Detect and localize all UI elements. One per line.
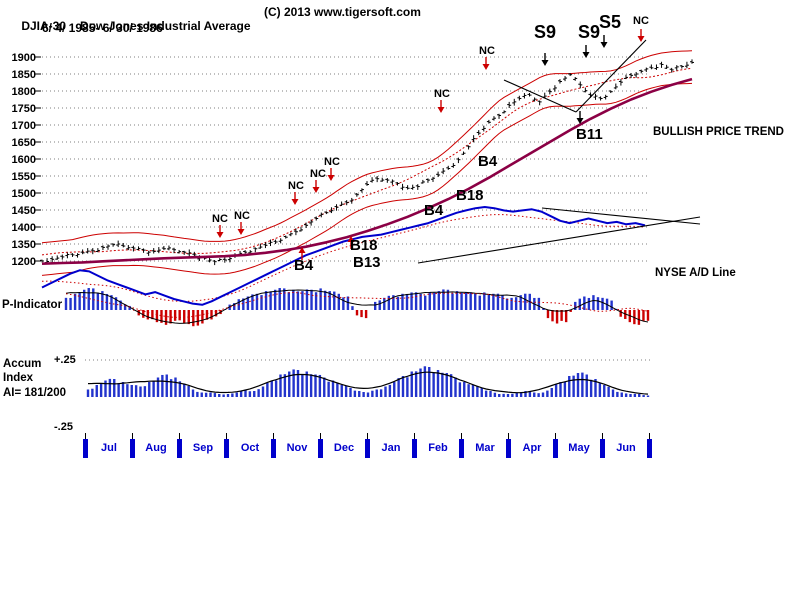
nc-signal-label: NC xyxy=(479,45,495,57)
y-axis-tick: 1900 xyxy=(12,52,36,64)
y-axis-tick: 1600 xyxy=(12,154,36,166)
page-title: Dow Jones Industrial Average xyxy=(80,19,251,33)
date-range: 6/ 4/ 1985- 6/ 30/ 1986 xyxy=(42,21,163,35)
buy-signal-label: B4 xyxy=(294,257,314,274)
buy-signal-label: B18 xyxy=(456,187,484,204)
buy-signal-label: B13 xyxy=(353,254,381,271)
y-axis-tick: 1650 xyxy=(12,137,36,149)
month-label: Jan xyxy=(365,439,412,458)
sell-signal-label: S9 xyxy=(534,22,556,42)
month-label: Oct xyxy=(224,439,271,458)
trend-annotation: BULLISH PRICE TREND xyxy=(653,126,784,138)
y-axis-tick: 1800 xyxy=(12,86,36,98)
y-axis-tick: 1450 xyxy=(12,205,36,217)
y-axis-tick: 1700 xyxy=(12,120,36,132)
buy-signal-label: B4 xyxy=(478,153,498,170)
y-axis-tick: 1350 xyxy=(12,239,36,251)
y-axis-tick: 1550 xyxy=(12,171,36,183)
chart-header: DJIA-30 Dow Jones Industrial Average xyxy=(8,5,251,47)
month-label: Nov xyxy=(271,439,318,458)
nc-signal-label: NC xyxy=(288,180,304,192)
accum-scale-minus: -.25 xyxy=(54,421,73,433)
nc-signal-label: NC xyxy=(212,213,228,225)
nc-signal-label: NC xyxy=(434,88,450,100)
month-label: Dec xyxy=(318,439,365,458)
month-label: Sep xyxy=(177,439,224,458)
buy-signal-label: B18 xyxy=(350,237,378,254)
month-label: Aug xyxy=(130,439,177,458)
y-axis-tick: 1850 xyxy=(12,69,36,81)
nc-signal-label: NC xyxy=(633,15,649,27)
month-axis-end xyxy=(647,439,652,458)
month-label: Apr xyxy=(506,439,553,458)
month-label: Mar xyxy=(459,439,506,458)
accum-index-value: AI= 181/200 xyxy=(3,387,66,399)
y-axis-tick: 1750 xyxy=(12,103,36,115)
month-label: Jun xyxy=(600,439,647,458)
accum-label-word2: Index xyxy=(3,372,34,384)
y-axis-tick: 1400 xyxy=(12,222,36,234)
sell-signal-label: S9 xyxy=(578,22,600,42)
month-label: May xyxy=(553,439,600,458)
y-axis-tick: 1500 xyxy=(12,188,36,200)
sell-signal-label: S5 xyxy=(599,12,621,32)
month-label: Jul xyxy=(83,439,130,458)
accum-label-word1: Accum xyxy=(3,358,42,370)
buy-signal-label: B4 xyxy=(424,202,444,219)
accum-scale-plus: +.25 xyxy=(54,354,76,366)
month-label: Feb xyxy=(412,439,459,458)
p-indicator-label: P-Indicator xyxy=(2,299,63,311)
ticker-symbol: DJIA-30 xyxy=(21,19,67,33)
nc-signal-label: NC xyxy=(234,210,250,222)
copyright-notice: (C) 2013 www.tigersoft.com xyxy=(264,5,421,19)
nc-signal-label: NC xyxy=(324,156,340,168)
y-axis-tick: 1200 xyxy=(12,256,36,268)
buy-signal-label: B11 xyxy=(576,126,603,143)
nc-signal-label: NC xyxy=(310,168,326,180)
ad-line-label: NYSE A/D Line xyxy=(655,267,736,279)
x-axis-months: Jul Aug Sep Oct Nov Dec Jan Feb Mar Apr May Jun xyxy=(83,439,652,458)
